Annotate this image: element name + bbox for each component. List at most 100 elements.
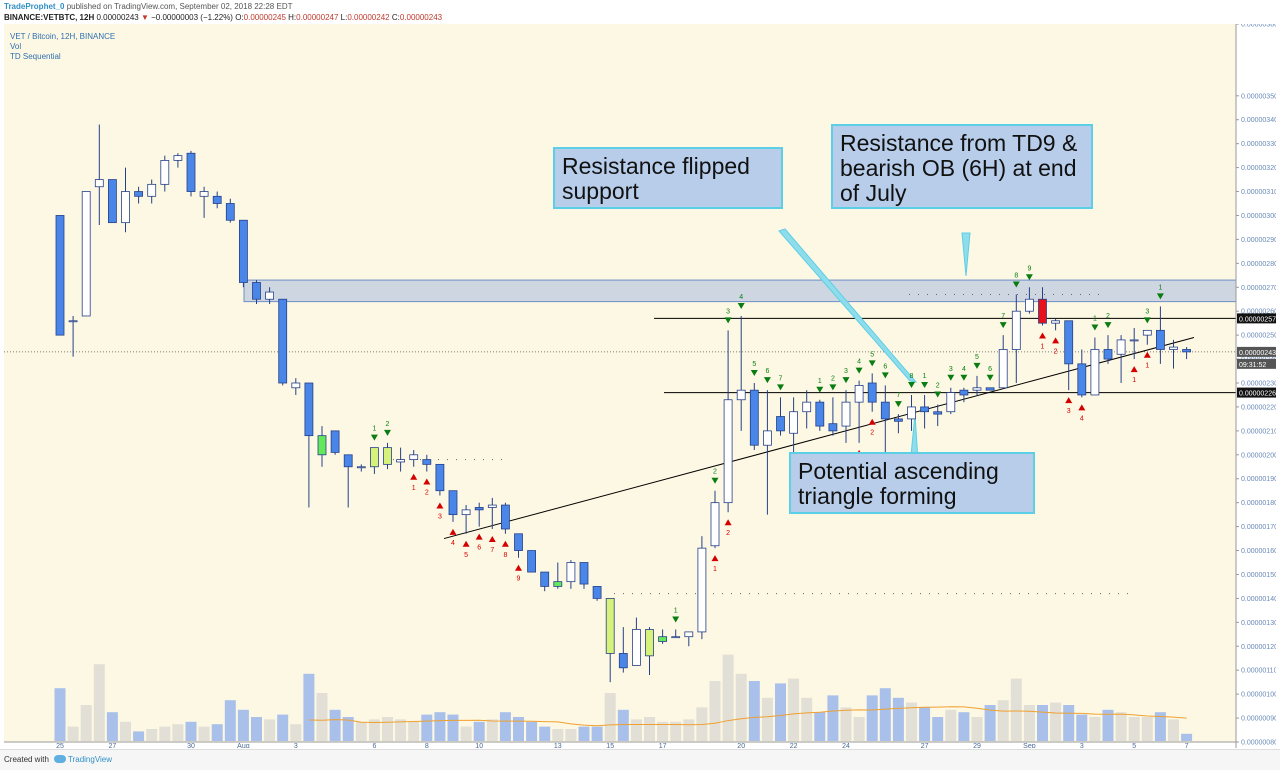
candle-body: [304, 382, 314, 437]
author-link[interactable]: TradeProphet_0: [4, 2, 65, 11]
td-buy-marker: [370, 434, 378, 441]
volume-bar: [1076, 714, 1088, 741]
candle-body: [684, 631, 694, 638]
created-with-label: Created with: [4, 755, 49, 764]
y-tick-label: 0.00000140: [1241, 596, 1276, 603]
x-tick-label: 17: [659, 743, 667, 748]
high-label: H:: [288, 13, 297, 22]
volume-bar: [1023, 705, 1035, 741]
volume-bar: [264, 719, 276, 741]
candle-body: [383, 447, 392, 465]
td-count-label: 4: [1080, 415, 1084, 422]
volume-bar: [892, 697, 904, 741]
td-count-label: 1: [412, 485, 416, 492]
td-sell-marker: [724, 519, 732, 526]
candle-body: [592, 586, 602, 599]
td-buy-marker: [986, 374, 994, 381]
candle-body: [605, 598, 615, 654]
open-value: 0.00000245: [243, 13, 286, 22]
volume-bar: [211, 724, 223, 741]
candle-body: [121, 191, 130, 224]
candle-body: [1103, 349, 1113, 360]
td-count-label: 7: [779, 375, 783, 382]
td-count-label: 5: [752, 361, 756, 368]
price-label-text: 0.00000243: [1239, 350, 1276, 357]
candle-body: [1090, 349, 1100, 396]
volume-bar: [434, 712, 446, 741]
callout-flipped-support: Resistance flipped support: [553, 147, 783, 209]
volume-bar: [932, 717, 944, 741]
td-buy-marker: [999, 322, 1007, 329]
price-label-text: 0.00000226: [1239, 391, 1276, 398]
volume-bar: [919, 707, 931, 741]
legend-td-sequential[interactable]: TD Sequential: [10, 52, 61, 61]
td-sell-marker: [1078, 404, 1086, 411]
candle-body: [736, 389, 746, 401]
open-label: O:: [235, 13, 244, 22]
y-tick-label: 0.00000150: [1241, 572, 1276, 579]
candle-body: [514, 533, 523, 551]
td-count-label: 1: [372, 426, 376, 433]
x-tick-label: 5: [1132, 743, 1136, 748]
candle-body: [265, 291, 275, 300]
volume-bar: [735, 673, 747, 741]
td-buy-marker: [1104, 322, 1112, 329]
x-tick-label: 8: [425, 743, 429, 748]
candle-body: [435, 463, 445, 492]
td-count-label: 3: [438, 513, 442, 520]
candle-body: [1064, 320, 1074, 365]
volume-bar: [146, 729, 158, 741]
y-tick-label: 0.00000180: [1241, 500, 1276, 507]
td-count-label: 7: [896, 392, 900, 399]
volume-bar: [565, 729, 577, 741]
price-label-text: 09:31:52: [1239, 362, 1266, 369]
y-tick-label: 0.00000380: [1241, 24, 1276, 29]
volume-bar: [748, 681, 760, 741]
legend-symbol[interactable]: VET / Bitcoin, 12H, BINANCE: [10, 32, 116, 41]
candle-body: [959, 389, 969, 396]
y-tick-label: 0.00000250: [1241, 333, 1276, 340]
callout-pointer-flipped: [778, 228, 918, 383]
volume-bar: [329, 709, 341, 741]
publish-info: published on TradingView.com, September …: [66, 2, 293, 11]
price-label-box: [1237, 358, 1276, 369]
td-count-label: 2: [713, 469, 717, 476]
volume-bar: [657, 721, 669, 741]
y-tick-label: 0.00000190: [1241, 476, 1276, 483]
candle-body: [933, 411, 943, 415]
candle-body: [527, 550, 536, 573]
y-tick-label: 0.00000260: [1241, 309, 1276, 316]
volume-bar: [93, 664, 105, 741]
td-buy-marker: [921, 381, 929, 388]
candle-body: [998, 349, 1008, 389]
volume-bar: [879, 688, 891, 741]
tradingview-brand-link[interactable]: TradingView: [68, 755, 113, 764]
td-buy-marker: [973, 362, 981, 369]
candle-body: [252, 282, 261, 300]
volume-bar: [303, 673, 315, 741]
x-tick-label: Sep: [1023, 743, 1036, 748]
close-value: 0.00000243: [399, 13, 443, 22]
candle-body: [278, 298, 288, 384]
td-sell-marker: [1065, 397, 1073, 404]
td-count-label: 2: [1106, 313, 1110, 320]
volume-bar: [814, 712, 826, 741]
candle-body: [55, 215, 65, 336]
legend-volume[interactable]: Vol: [10, 42, 22, 51]
x-tick-label: 13: [554, 743, 562, 748]
td-sell-marker: [1039, 332, 1046, 339]
candle-body: [894, 418, 903, 422]
y-tick-label: 0.00000340: [1241, 117, 1276, 124]
td-buy-marker: [908, 381, 915, 388]
td-count-label: 4: [962, 366, 966, 373]
volume-bar: [251, 717, 262, 741]
price-label-box: [1237, 346, 1276, 357]
volume-bar: [853, 717, 865, 741]
volume-bar: [460, 726, 472, 741]
candle-body: [487, 504, 497, 508]
td-count-label: 5: [870, 351, 874, 358]
x-tick-label: 24: [842, 743, 850, 748]
volume-bar: [971, 717, 983, 741]
volume-bar: [552, 729, 564, 741]
callout-ascending-triangle: Potential ascending triangle forming: [789, 452, 1035, 514]
